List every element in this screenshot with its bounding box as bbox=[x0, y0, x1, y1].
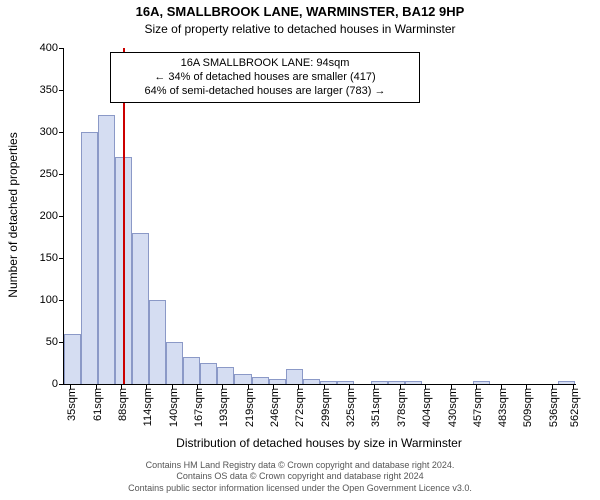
y-tick-mark bbox=[59, 258, 64, 259]
histogram-bar bbox=[149, 300, 166, 384]
footer-line-3: Contains public sector information licen… bbox=[0, 483, 600, 494]
x-tick-label: 272sqm bbox=[294, 384, 306, 427]
chart-title-subtitle: Size of property relative to detached ho… bbox=[0, 22, 600, 36]
x-tick-label: 536sqm bbox=[548, 384, 560, 427]
annotation-line-2: ← 34% of detached houses are smaller (41… bbox=[119, 71, 411, 85]
attribution-footer: Contains HM Land Registry data © Crown c… bbox=[0, 460, 600, 494]
annotation-line-3: 64% of semi-detached houses are larger (… bbox=[119, 85, 411, 99]
histogram-bar bbox=[81, 132, 98, 384]
x-tick-label: 299sqm bbox=[320, 384, 332, 427]
y-tick-mark bbox=[59, 132, 64, 133]
histogram-bar bbox=[217, 367, 234, 384]
x-tick-label: 483sqm bbox=[497, 384, 509, 427]
x-tick-label: 61sqm bbox=[92, 384, 104, 421]
y-tick-mark bbox=[59, 48, 64, 49]
y-tick-mark bbox=[59, 300, 64, 301]
x-tick-label: 140sqm bbox=[168, 384, 180, 427]
x-tick-label: 219sqm bbox=[244, 384, 256, 427]
footer-line-2: Contains OS data © Crown copyright and d… bbox=[0, 471, 600, 482]
histogram-bar bbox=[64, 334, 81, 384]
x-tick-label: 509sqm bbox=[522, 384, 534, 427]
x-tick-label: 404sqm bbox=[421, 384, 433, 427]
histogram-bar bbox=[252, 377, 269, 384]
x-tick-label: 114sqm bbox=[142, 384, 154, 426]
histogram-bar bbox=[286, 369, 303, 384]
x-tick-label: 378sqm bbox=[396, 384, 408, 427]
histogram-bar bbox=[98, 115, 115, 384]
x-tick-label: 88sqm bbox=[117, 384, 129, 421]
property-annotation-box: 16A SMALLBROOK LANE: 94sqm ← 34% of deta… bbox=[110, 52, 420, 103]
y-tick-mark bbox=[59, 90, 64, 91]
x-tick-label: 35sqm bbox=[66, 384, 78, 421]
annotation-line-1: 16A SMALLBROOK LANE: 94sqm bbox=[119, 57, 411, 71]
x-tick-label: 351sqm bbox=[370, 384, 382, 427]
y-tick-mark bbox=[59, 384, 64, 385]
histogram-bar bbox=[200, 363, 217, 384]
histogram-bar bbox=[183, 357, 200, 384]
x-tick-label: 193sqm bbox=[218, 384, 230, 427]
x-tick-label: 325sqm bbox=[345, 384, 357, 427]
x-tick-label: 246sqm bbox=[269, 384, 281, 427]
x-tick-label: 430sqm bbox=[447, 384, 459, 427]
x-axis-label: Distribution of detached houses by size … bbox=[63, 436, 575, 450]
footer-line-1: Contains HM Land Registry data © Crown c… bbox=[0, 460, 600, 471]
x-tick-label: 167sqm bbox=[193, 384, 205, 427]
y-axis-label: Number of detached properties bbox=[6, 115, 20, 315]
histogram-bar bbox=[132, 233, 149, 384]
x-tick-label: 562sqm bbox=[569, 384, 581, 427]
chart-title-address: 16A, SMALLBROOK LANE, WARMINSTER, BA12 9… bbox=[0, 4, 600, 19]
histogram-bar bbox=[166, 342, 183, 384]
chart-stage: 16A, SMALLBROOK LANE, WARMINSTER, BA12 9… bbox=[0, 0, 600, 500]
y-tick-mark bbox=[59, 174, 64, 175]
y-tick-mark bbox=[59, 216, 64, 217]
x-tick-label: 457sqm bbox=[472, 384, 484, 427]
histogram-bar bbox=[234, 374, 251, 384]
